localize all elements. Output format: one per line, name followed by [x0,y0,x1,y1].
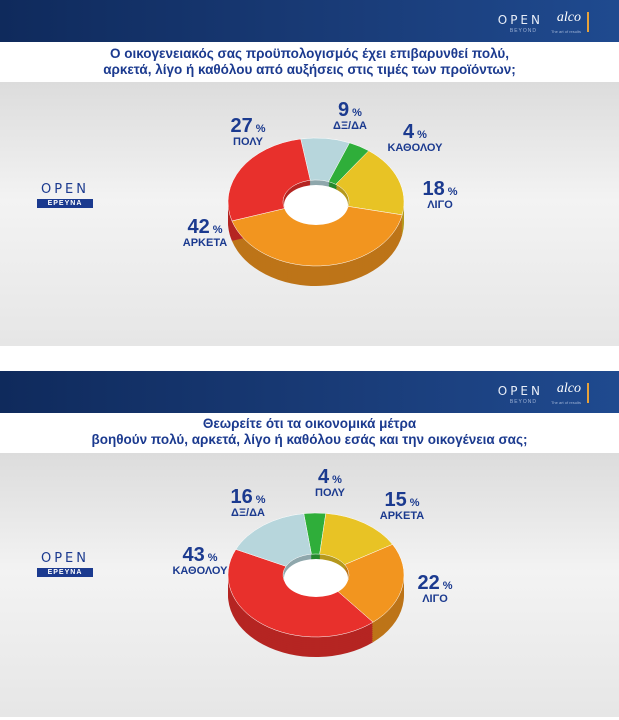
question-title-line-2: αρκετά, λίγο ή καθόλου από αυξήσεις στις… [103,62,516,77]
alco-brand-logo: alco [556,10,581,25]
question-title-line-1: Θεωρείτε ότι τα οικονομικά μέτρα [202,416,417,431]
brand-divider [587,12,589,32]
alco-brand-tagline: The art of results [550,400,581,405]
open-logo-word: OPEN [40,182,89,197]
brand-divider [587,383,589,403]
donut-chart: 9 %ΔΞ/ΔΑ 4 %ΚΑΘΟΛΟΥ 18 %ΛΙΓΟ 42 %ΑΡΚΕΤΑ 27 %ΠΟΛΥ [183,99,458,287]
slice-category-label: ΚΑΘΟΛΟΥ [387,142,443,154]
open-brand-subtitle: BEYOND [509,28,537,34]
donut-hole [284,185,348,225]
open-ereuna-logo: OPEN ΕΡΕΥΝΑ [37,182,93,208]
slice-category-label: ΑΡΚΕΤΑ [183,237,227,249]
open-logo-tag: ΕΡΕΥΝΑ [37,199,93,208]
poll-panel-1: OPEN BEYOND alco The art of results Ο οι… [0,0,619,346]
alco-brand-tagline: The art of results [550,29,581,34]
slice-value-label: 43% [182,544,217,566]
open-brand-logo: OPEN [497,13,543,27]
question-title: Θεωρείτε ότι τα οικονομικά μέτρα βοηθούν… [0,416,619,448]
question-title: Ο οικογενειακός σας προϋπολογισμός έχει … [0,46,619,78]
question-title-line-2: βοηθούν πολύ, αρκετά, λίγο ή καθόλου εσά… [91,432,528,447]
donut-hole [284,559,348,597]
slice-category-label: ΔΞ/ΔΑ [333,120,367,132]
slice-value-label: 27% [230,115,265,137]
slice-value-label: 42% [187,216,222,238]
pie-slice [227,138,311,222]
slice-value-label: 4% [318,466,342,488]
slice-value-label: 9% [338,99,362,121]
alco-brand-logo: alco [556,381,581,396]
open-logo-word: OPEN [40,551,89,566]
donut-chart: 4 %ΠΟΛΥ 15 %ΑΡΚΕΤΑ 22 %ΛΙΓΟ 43 %ΚΑΘΟΛΟΥ 16 %ΔΞ/ΔΑ [172,466,453,657]
pie-slice [336,544,405,623]
open-brand-logo: OPEN [497,384,543,398]
open-ereuna-logo: OPEN ΕΡΕΥΝΑ [37,551,93,577]
slice-value-label: 18% [422,178,457,200]
question-title-line-1: Ο οικογενειακός σας προϋπολογισμός έχει … [109,46,510,61]
slice-value-label: 4% [403,121,427,143]
poll-panel-2: OPEN BEYOND alco The art of results Θεωρ… [0,371,619,717]
slice-category-label: ΛΙΓΟ [427,199,453,211]
slice-category-label: ΑΡΚΕΤΑ [380,510,424,522]
slice-category-label: ΚΑΘΟΛΟΥ [172,565,228,577]
slice-value-label: 15% [384,489,419,511]
slice-category-label: ΠΟΛΥ [233,136,264,148]
open-logo-tag: ΕΡΕΥΝΑ [37,568,93,577]
slice-category-label: ΠΟΛΥ [315,487,346,499]
pie-slice [335,150,405,216]
open-brand-subtitle: BEYOND [509,399,537,405]
slice-category-label: ΛΙΓΟ [422,593,448,605]
header-bar: OPEN BEYOND alco The art of results [0,371,619,413]
header-bar: OPEN BEYOND alco The art of results [0,0,619,42]
slice-value-label: 22% [417,572,452,594]
slice-value-label: 16% [230,486,265,508]
slice-category-label: ΔΞ/ΔΑ [231,507,265,519]
pie-slice [235,513,312,567]
